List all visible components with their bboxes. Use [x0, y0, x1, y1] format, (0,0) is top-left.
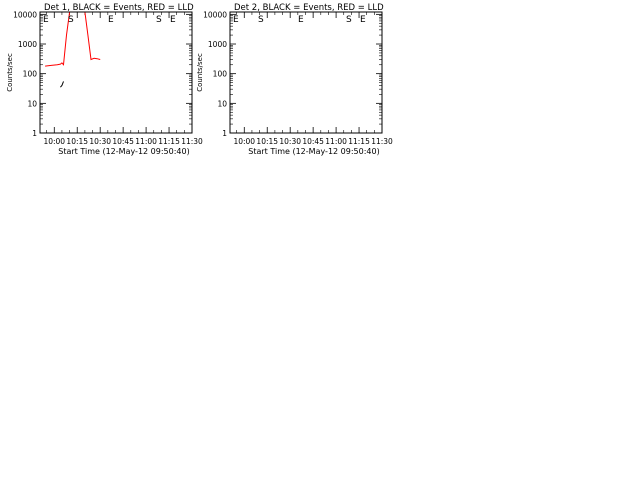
y-tick-label: 1 [32, 129, 37, 138]
series-line-events [60, 81, 64, 88]
chart-title: Det 1, BLACK = Events, RED = LLD [44, 3, 194, 13]
x-tick-label: 11:15 [348, 137, 370, 146]
x-tick-label: 10:45 [112, 137, 134, 146]
x-tick-label: 11:00 [135, 137, 157, 146]
x-tick-label: 11:15 [158, 137, 180, 146]
chart-panel-2: Det 2, BLACK = Events, RED = LLD Counts/s… [196, 3, 393, 156]
y-axis-label: Counts/sec [6, 53, 14, 92]
flag-label: E [233, 15, 239, 25]
y-tick-label: 100 [23, 70, 38, 79]
x-tick-label: 10:30 [279, 137, 301, 146]
y-tick-label: 100 [213, 70, 228, 79]
flag-label: S [156, 15, 162, 25]
y-tick-label: 1 [222, 129, 227, 138]
flag-label: E [43, 15, 49, 25]
x-axis-label: Start Time (12-May-12 09:50:40) [58, 147, 189, 156]
x-tick-label: 10:30 [89, 137, 111, 146]
y-tick-label: 10000 [13, 10, 37, 19]
y-tick-label: 1000 [208, 40, 227, 49]
x-tick-label: 11:30 [371, 137, 393, 146]
x-tick-label: 10:00 [233, 137, 255, 146]
x-tick-label: 10:15 [256, 137, 278, 146]
x-axis-label: Start Time (12-May-12 09:50:40) [248, 147, 379, 156]
plot-frame [39, 11, 193, 134]
flag-label: S [258, 15, 264, 25]
y-axis-label: Counts/sec [196, 53, 204, 92]
flag-label: S [346, 15, 352, 25]
y-tick-label: 10 [217, 99, 227, 108]
chart-panel-1: Det 1, BLACK = Events, RED = LLD Counts/s… [6, 3, 203, 156]
x-tick-label: 10:00 [43, 137, 65, 146]
plot-frame [229, 11, 383, 134]
flag-label: E [298, 15, 304, 25]
x-tick-label: 11:00 [325, 137, 347, 146]
y-tick-label: 10000 [203, 10, 227, 19]
chart-title: Det 2, BLACK = Events, RED = LLD [234, 3, 384, 13]
flag-label: E [360, 15, 366, 25]
y-tick-label: 10 [27, 99, 37, 108]
x-tick-label: 10:45 [302, 137, 324, 146]
flag-label: E [170, 15, 176, 25]
x-tick-label: 10:15 [66, 137, 88, 146]
x-tick-label: 11:30 [181, 137, 203, 146]
flag-label: S [68, 15, 74, 25]
flag-label: E [108, 15, 114, 25]
y-tick-label: 1000 [18, 40, 37, 49]
